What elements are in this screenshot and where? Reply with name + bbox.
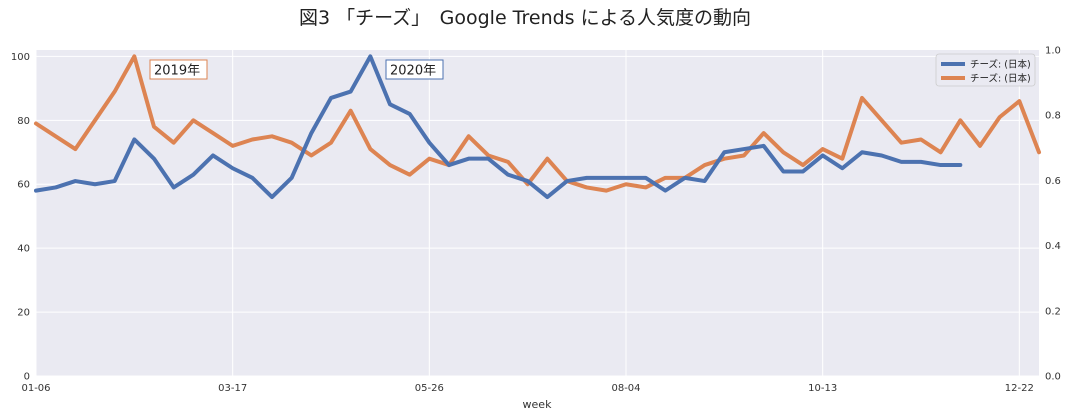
y-right-tick-label: 0.6 — [1045, 176, 1061, 187]
x-axis-label: week — [523, 398, 553, 411]
y-left-tick-label: 80 — [17, 116, 30, 127]
y-left-tick-label: 100 — [11, 52, 30, 63]
y-right-tick-label: 0.8 — [1045, 111, 1061, 122]
x-tick-label: 10-13 — [808, 383, 837, 394]
legend-label-1: チーズ: (日本) — [970, 73, 1031, 85]
y-right-tick-label: 0.2 — [1045, 306, 1061, 317]
x-tick-label: 05-26 — [415, 383, 444, 394]
annotation-box — [149, 59, 208, 80]
plot-area — [36, 50, 1039, 376]
y-axis-right: 0.0 0.2 0.4 0.6 0.8 1.0 — [1045, 46, 1061, 383]
y-left-tick-label: 20 — [17, 308, 30, 319]
annotation-text: 2019年 — [154, 64, 200, 79]
x-tick-label: 03-17 — [218, 383, 247, 394]
y-right-tick-label: 1.0 — [1045, 46, 1061, 57]
series-lines — [34, 54, 1041, 200]
x-tick-label: 01-06 — [21, 383, 50, 394]
legend-label-0: チーズ: (日本) — [970, 59, 1031, 71]
y-axis-left: 0 20 40 60 80 100 — [11, 52, 30, 383]
x-axis: 01-06 03-17 05-26 08-04 10-13 12-22 — [21, 383, 1033, 394]
annotation-1: 2019年 — [149, 59, 208, 80]
y-left-tick-label: 0 — [24, 372, 30, 383]
annotation-text: 2020年 — [390, 64, 436, 79]
legend: チーズ: (日本) チーズ: (日本) — [935, 53, 1036, 87]
y-left-tick-label: 40 — [17, 244, 30, 255]
series-line-1 — [34, 54, 1041, 193]
y-right-tick-label: 0.0 — [1045, 372, 1061, 383]
year-annotations: 2019年 2020年 — [149, 59, 444, 80]
x-tick-label: 12-22 — [1005, 383, 1034, 394]
y-right-tick-label: 0.4 — [1045, 241, 1061, 252]
x-tick-label: 08-04 — [611, 383, 640, 394]
annotation-box — [385, 59, 444, 80]
y-left-tick-label: 60 — [17, 180, 30, 191]
annotation-0: 2020年 — [385, 59, 444, 80]
chart-title: 図3 「チーズ」 Google Trends による人気度の動向 — [299, 7, 751, 29]
series-line-0 — [34, 54, 963, 200]
